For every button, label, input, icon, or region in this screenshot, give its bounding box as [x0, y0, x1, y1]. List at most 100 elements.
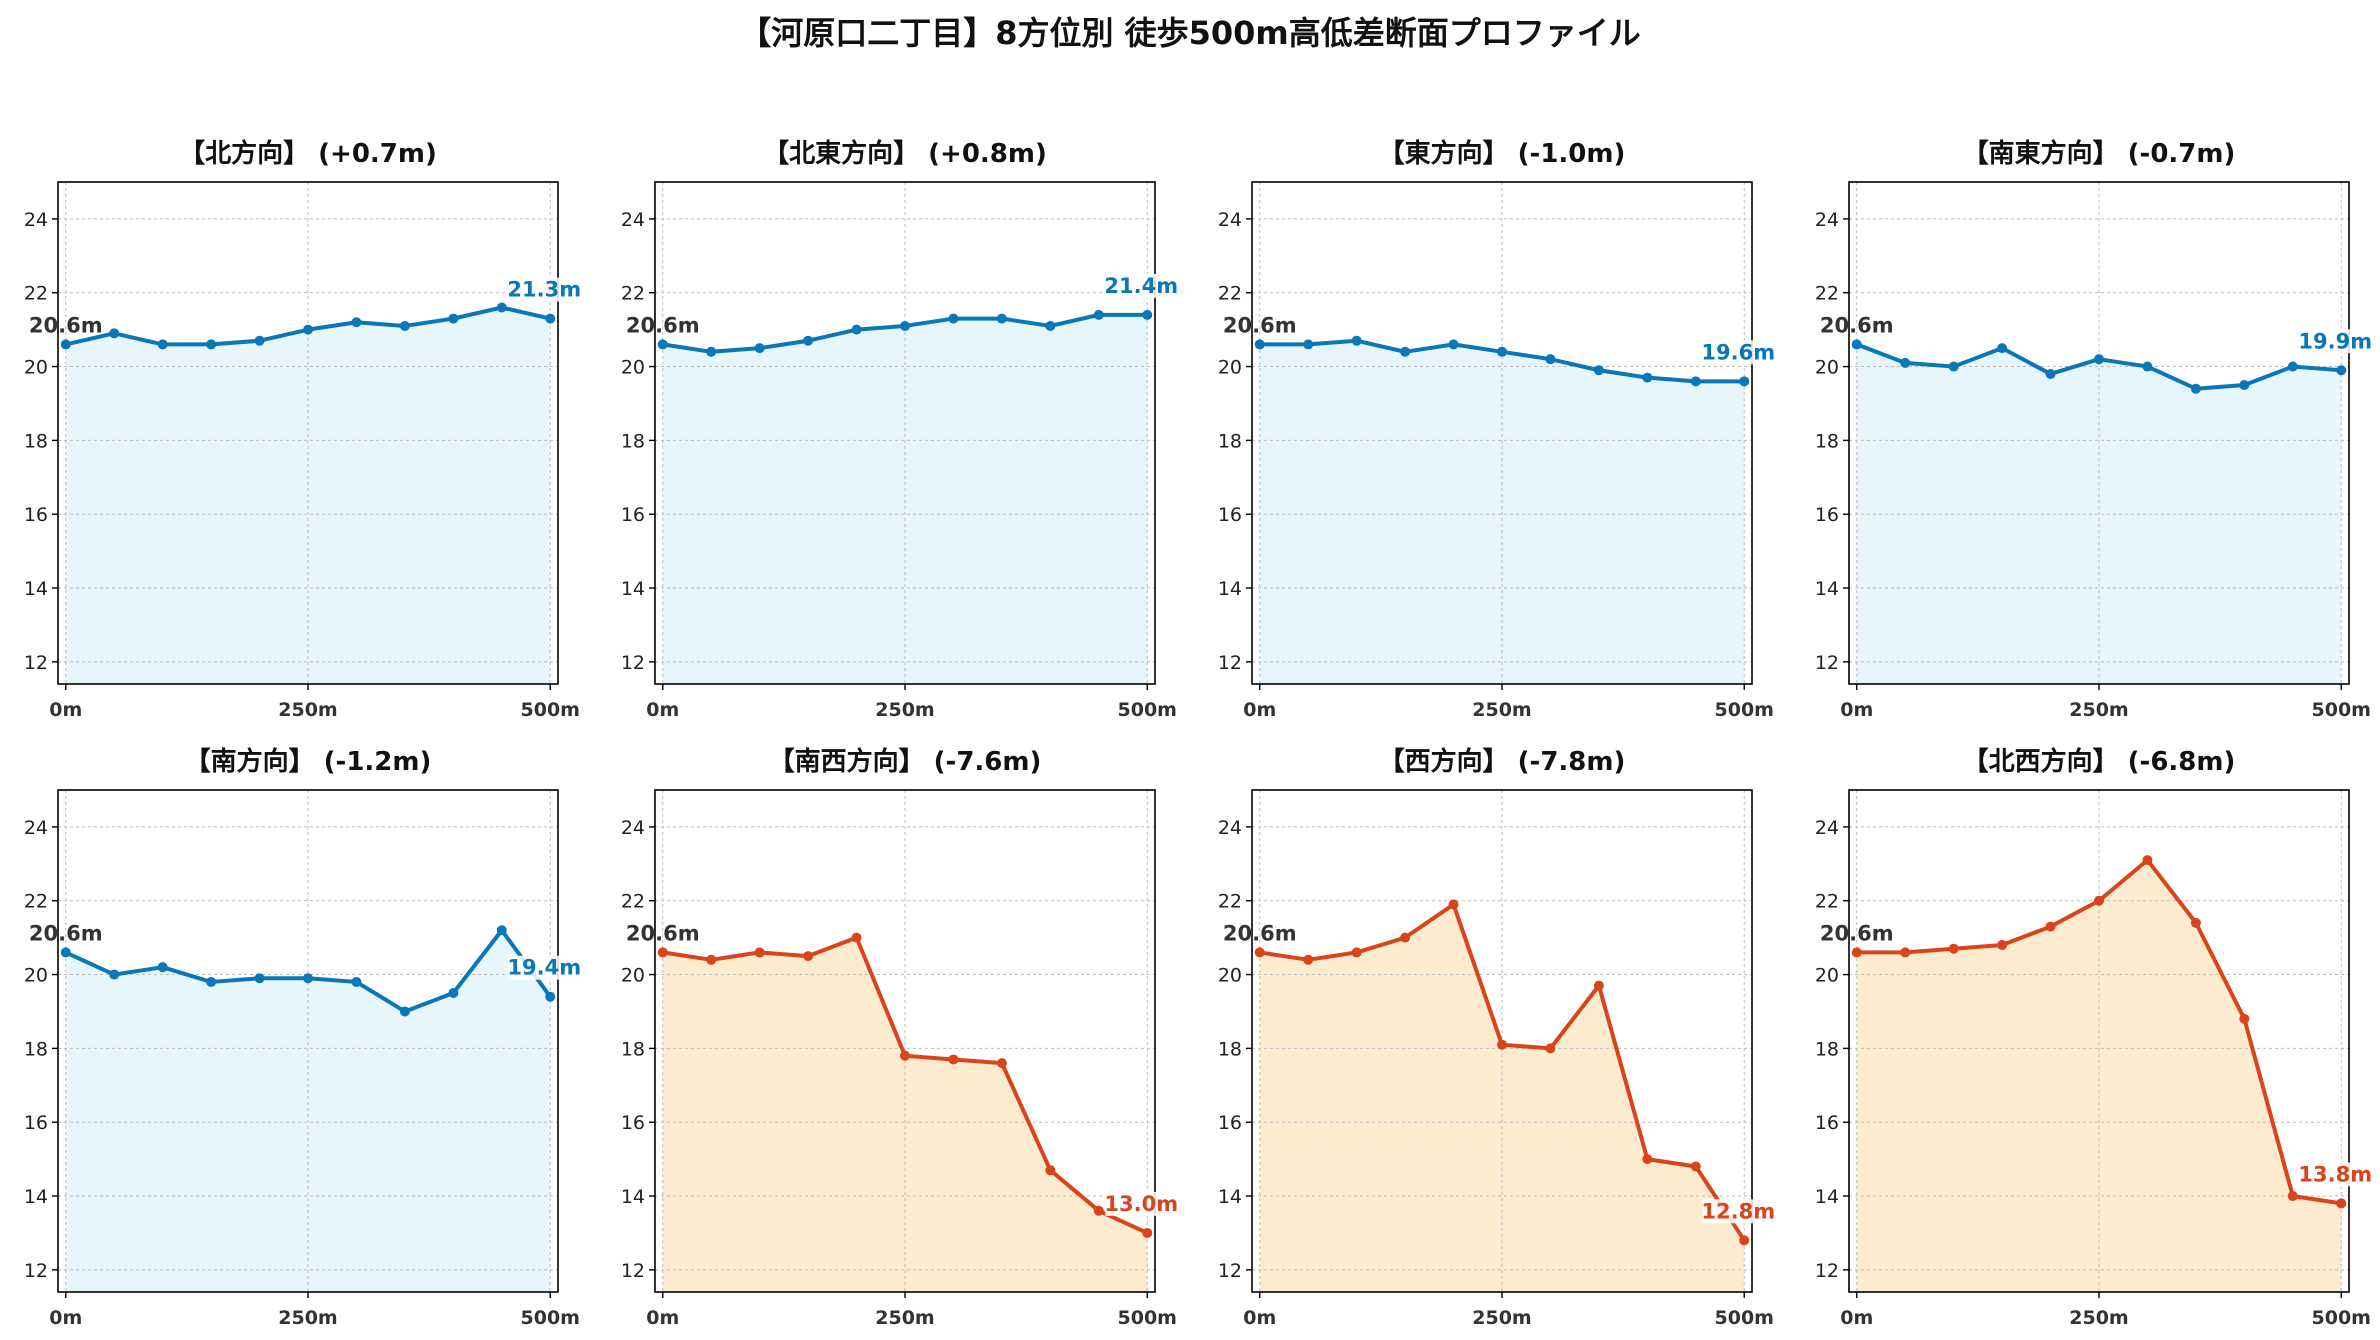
y-tick-label: 14: [621, 578, 645, 600]
start-value-label: 20.6m: [1820, 921, 1894, 945]
subplot-title: 【南方向】 (-1.2m): [185, 746, 432, 777]
data-point: [803, 951, 814, 962]
x-tick-label: 500m: [521, 1307, 580, 1329]
x-tick-label: 0m: [1243, 699, 1276, 721]
data-point: [1448, 339, 1459, 350]
y-tick-label: 16: [1815, 504, 1839, 526]
data-point: [351, 317, 362, 328]
data-point: [399, 320, 410, 331]
data-point: [851, 932, 862, 943]
y-tick-label: 14: [24, 1186, 48, 1208]
x-tick-label: 500m: [1715, 699, 1774, 721]
y-tick-label: 24: [1815, 209, 1839, 231]
start-value-label: 20.6m: [1223, 921, 1297, 945]
x-tick-label: 0m: [1243, 1307, 1276, 1329]
area-fill: [1856, 860, 2342, 1292]
y-tick-label: 16: [24, 1112, 48, 1134]
x-tick-label: 500m: [2312, 699, 2371, 721]
y-tick-label: 22: [621, 891, 645, 913]
data-point: [803, 335, 814, 346]
end-label-background: [1105, 273, 1178, 298]
y-tick-label: 16: [1815, 1112, 1839, 1134]
y-tick-label: 12: [1815, 652, 1839, 674]
y-tick-label: 24: [1218, 209, 1242, 231]
data-point: [2239, 1013, 2250, 1024]
data-point: [206, 976, 217, 987]
data-point: [1545, 354, 1556, 365]
y-tick-label: 20: [621, 965, 645, 987]
data-point: [157, 339, 168, 350]
y-tick-label: 22: [1815, 891, 1839, 913]
start-value-label: 20.6m: [1223, 313, 1297, 337]
data-point: [1351, 947, 1362, 958]
data-point: [2094, 354, 2104, 365]
end-value-label: 19.4m: [507, 956, 581, 980]
end-value-label: 12.8m: [1701, 1199, 1775, 1223]
y-tick-label: 20: [24, 357, 48, 379]
subplot-7: 【西方向】 (-7.8m) 12 14 16 18 20 22 24 0m 250m 500m 20.…: [1218, 746, 1775, 1329]
y-tick-label: 16: [621, 504, 645, 526]
end-label-background: [1702, 1199, 1775, 1224]
data-point: [1497, 346, 1507, 357]
y-tick-label: 14: [1218, 578, 1242, 600]
y-tick-label: 20: [24, 965, 48, 987]
data-point: [109, 328, 120, 339]
x-tick-label: 0m: [646, 699, 679, 721]
x-tick-label: 500m: [1118, 699, 1177, 721]
data-point: [2045, 921, 2056, 932]
data-point: [2336, 1198, 2347, 1209]
data-point: [657, 339, 668, 350]
data-point: [2045, 368, 2056, 379]
data-point: [996, 313, 1007, 324]
start-value-label: 20.6m: [1820, 313, 1894, 337]
start-value-label: 20.6m: [29, 921, 103, 945]
data-point: [545, 313, 556, 324]
x-tick-label: 0m: [49, 699, 82, 721]
data-point: [1851, 339, 1862, 350]
y-tick-label: 20: [1218, 965, 1242, 987]
data-point: [1400, 932, 1411, 943]
data-point: [900, 1050, 910, 1061]
data-point: [1254, 339, 1265, 350]
x-tick-label: 250m: [2069, 1307, 2128, 1329]
data-point: [545, 991, 556, 1002]
x-tick-label: 250m: [1472, 699, 1531, 721]
y-tick-label: 20: [1815, 357, 1839, 379]
subplot-4: 【南東方向】 (-0.7m) 12 14 16 18 20 22 24 0m 250m 500m 20…: [1815, 138, 2372, 721]
x-tick-label: 250m: [278, 699, 337, 721]
data-point: [254, 973, 265, 984]
y-tick-label: 14: [621, 1186, 645, 1208]
y-tick-label: 24: [24, 209, 48, 231]
data-point: [399, 1006, 410, 1017]
y-tick-label: 12: [621, 652, 645, 674]
y-tick-label: 20: [621, 357, 645, 379]
y-tick-label: 24: [1218, 817, 1242, 839]
data-point: [996, 1058, 1007, 1069]
data-point: [157, 962, 168, 973]
subplot-title: 【西方向】 (-7.8m): [1379, 746, 1626, 777]
data-point: [496, 302, 507, 313]
data-point: [900, 320, 910, 331]
y-tick-label: 12: [24, 652, 48, 674]
data-point: [948, 1054, 959, 1065]
data-point: [1997, 940, 2008, 951]
x-tick-label: 500m: [2312, 1307, 2371, 1329]
data-point: [706, 954, 717, 965]
data-point: [1045, 320, 1056, 331]
y-tick-label: 12: [1218, 652, 1242, 674]
y-tick-label: 16: [24, 504, 48, 526]
data-point: [2142, 855, 2153, 866]
data-point: [351, 976, 362, 987]
subplot-title: 【北西方向】 (-6.8m): [1963, 746, 2236, 777]
data-point: [60, 947, 71, 958]
y-tick-label: 12: [24, 1260, 48, 1282]
data-point: [448, 313, 459, 324]
area-fill: [65, 930, 551, 1292]
y-tick-label: 22: [621, 283, 645, 305]
end-value-label: 21.4m: [1104, 274, 1178, 298]
x-tick-label: 0m: [49, 1307, 82, 1329]
data-point: [2190, 383, 2201, 394]
y-tick-label: 24: [621, 209, 645, 231]
data-point: [1642, 372, 1653, 383]
x-tick-label: 500m: [1118, 1307, 1177, 1329]
